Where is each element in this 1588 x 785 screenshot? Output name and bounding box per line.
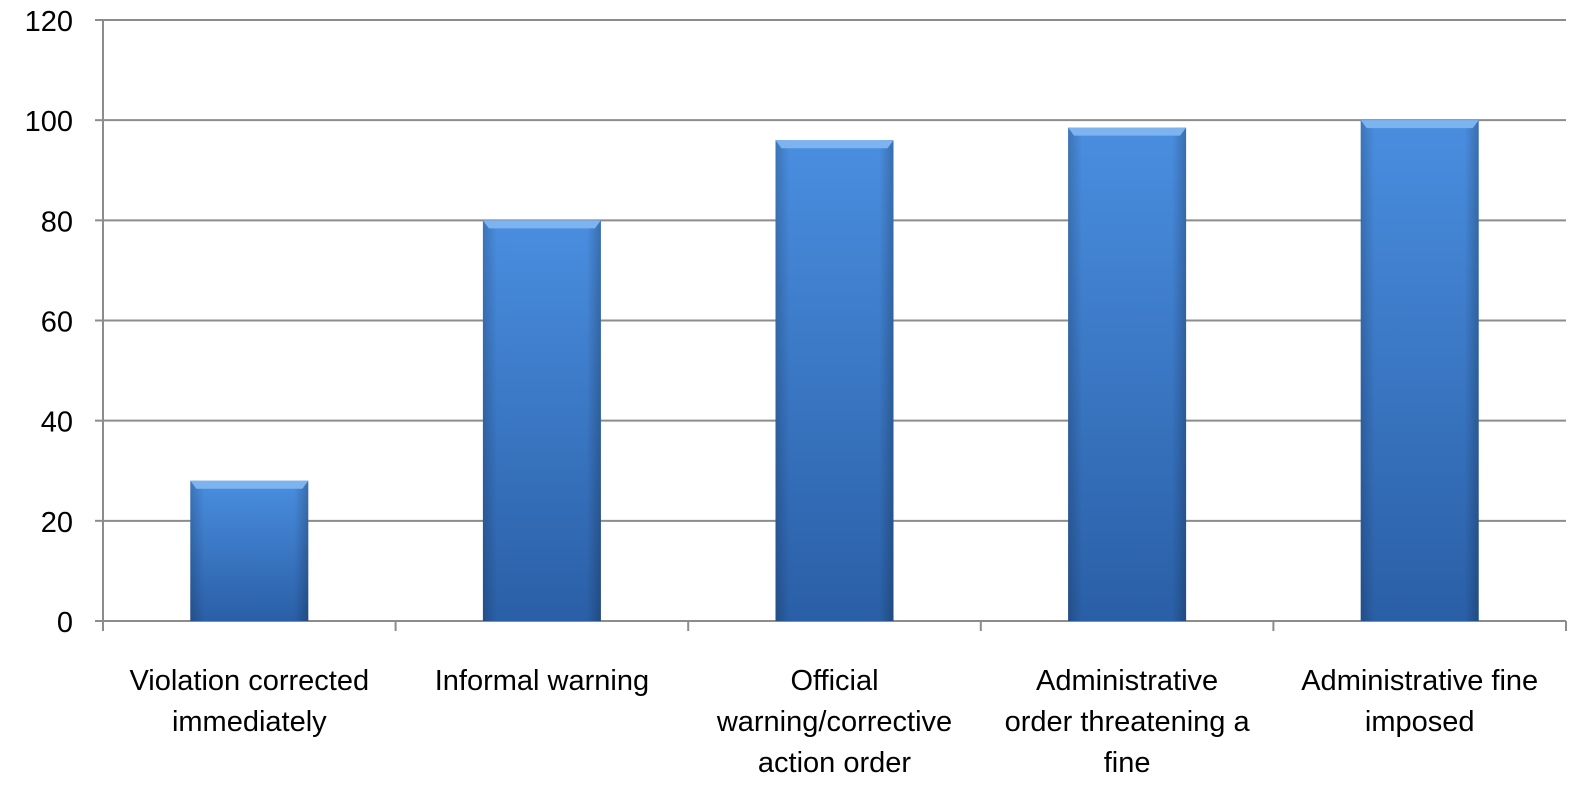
bar-shading xyxy=(190,480,309,621)
x-tick-label: Administrative fine imposed xyxy=(1301,665,1538,738)
y-tick-label: 0 xyxy=(57,607,73,639)
bar-cap xyxy=(1360,120,1479,129)
bar xyxy=(775,140,894,621)
y-tick-label: 100 xyxy=(25,106,73,138)
x-tick-label-line: Official xyxy=(790,665,878,697)
x-tick-label-line: Administrative xyxy=(1036,665,1218,697)
x-tick-label-line: action order xyxy=(758,747,911,779)
bar xyxy=(1360,120,1479,622)
y-tick-label: 60 xyxy=(41,307,73,339)
bar-shading xyxy=(775,140,894,621)
x-tick-label-line: Violation corrected xyxy=(129,665,369,697)
y-tick-label: 40 xyxy=(41,407,73,439)
x-tick-label-line: Informal warning xyxy=(435,665,649,697)
bar-cap xyxy=(482,220,601,229)
x-tick-label-line: warning/corrective xyxy=(716,706,952,738)
bar xyxy=(1068,127,1187,621)
bar xyxy=(482,220,601,622)
bar-cap xyxy=(1068,127,1187,136)
bars xyxy=(190,120,1479,622)
bar-shading xyxy=(1360,120,1479,622)
y-tick-label: 20 xyxy=(41,507,73,539)
x-tick-label: Official warning/corrective action order xyxy=(716,665,952,779)
x-tick-label-line: Administrative fine xyxy=(1301,665,1538,697)
bar-cap xyxy=(190,480,309,489)
bar-cap xyxy=(775,140,894,149)
y-axis-tick-labels: 0 20 40 60 80 100 120 xyxy=(25,6,73,639)
x-tick-label: Violation corrected immediately xyxy=(129,665,369,738)
bar-shading xyxy=(482,220,601,622)
x-tick-label-line: imposed xyxy=(1365,706,1475,738)
bar-shading xyxy=(1068,127,1187,621)
x-tick-label: Administrative order threatening a fine xyxy=(1005,665,1251,779)
x-tick-label-line: fine xyxy=(1104,747,1151,779)
bar xyxy=(190,480,309,621)
x-axis-tick-labels: Violation corrected immediately Informal w… xyxy=(129,665,1538,779)
x-tick-label-line: immediately xyxy=(172,706,327,738)
y-tick-label: 80 xyxy=(41,206,73,238)
x-tick-label: Informal warning xyxy=(435,665,649,697)
x-tick-label-line: order threatening a xyxy=(1005,706,1251,738)
y-tick-label: 120 xyxy=(25,6,73,38)
